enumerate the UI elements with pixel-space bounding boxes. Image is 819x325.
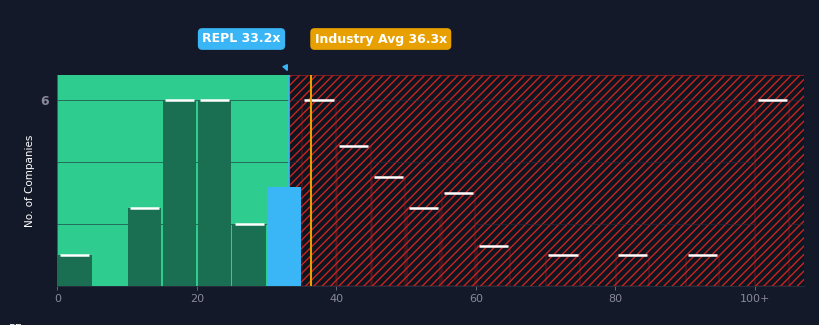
Text: Industry Avg 36.3x: Industry Avg 36.3x	[314, 32, 446, 46]
Bar	[337, 146, 370, 286]
Bar	[267, 187, 301, 286]
Bar	[476, 246, 509, 286]
Text: REPL 33.2x: REPL 33.2x	[202, 32, 280, 46]
Bar	[232, 224, 265, 286]
Bar	[545, 255, 579, 286]
Bar	[288, 75, 803, 286]
Bar	[197, 99, 231, 286]
Bar	[302, 99, 335, 286]
Text: PE: PE	[9, 324, 23, 325]
Bar	[372, 177, 405, 286]
Bar	[441, 193, 474, 286]
Bar	[685, 255, 718, 286]
Bar	[615, 255, 649, 286]
Bar	[57, 75, 288, 286]
Bar	[754, 99, 788, 286]
Bar	[406, 208, 440, 286]
Bar	[128, 208, 161, 286]
Bar	[162, 99, 196, 286]
Bar	[58, 255, 92, 286]
Y-axis label: No. of Companies: No. of Companies	[25, 134, 35, 227]
